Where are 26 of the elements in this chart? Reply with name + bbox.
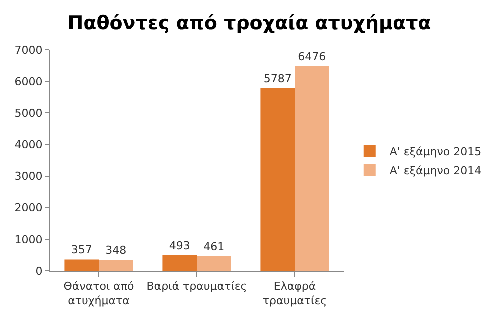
- data-label: 357: [71, 244, 92, 257]
- x-tick-label: Θάνατοι από ατυχήματα: [64, 280, 135, 308]
- y-tick-label: 6000: [14, 75, 43, 88]
- bar: [99, 260, 134, 271]
- chart-title: Παθόντες από τροχαία ατυχήματα: [68, 12, 432, 35]
- y-tick-label: 4000: [14, 138, 43, 152]
- bar: [64, 260, 99, 271]
- data-label: 348: [106, 244, 127, 258]
- bar: [162, 255, 197, 271]
- y-tick-label: 1000: [14, 233, 43, 246]
- bar: [197, 256, 232, 271]
- y-tick-label: 7000: [14, 44, 43, 57]
- bar: [260, 88, 295, 271]
- data-label: 493: [169, 239, 190, 252]
- legend-label: Α' εξάμηνο 2014: [390, 164, 482, 178]
- data-label: 5787: [264, 72, 292, 86]
- y-tick-label: 5000: [14, 106, 43, 120]
- bar: [295, 66, 330, 271]
- x-tick-label: Βαριά τραυματίες: [146, 280, 248, 294]
- data-label: 461: [204, 240, 225, 254]
- y-tick-label: 3000: [14, 170, 43, 184]
- y-tick-label: 2000: [14, 202, 43, 215]
- data-label: 6476: [298, 50, 326, 64]
- legend-label: Α' εξάμηνο 2015: [390, 145, 482, 158]
- y-tick-label: 0: [36, 264, 43, 278]
- x-tick-label: Ελαφρά τραυματίες: [262, 280, 328, 308]
